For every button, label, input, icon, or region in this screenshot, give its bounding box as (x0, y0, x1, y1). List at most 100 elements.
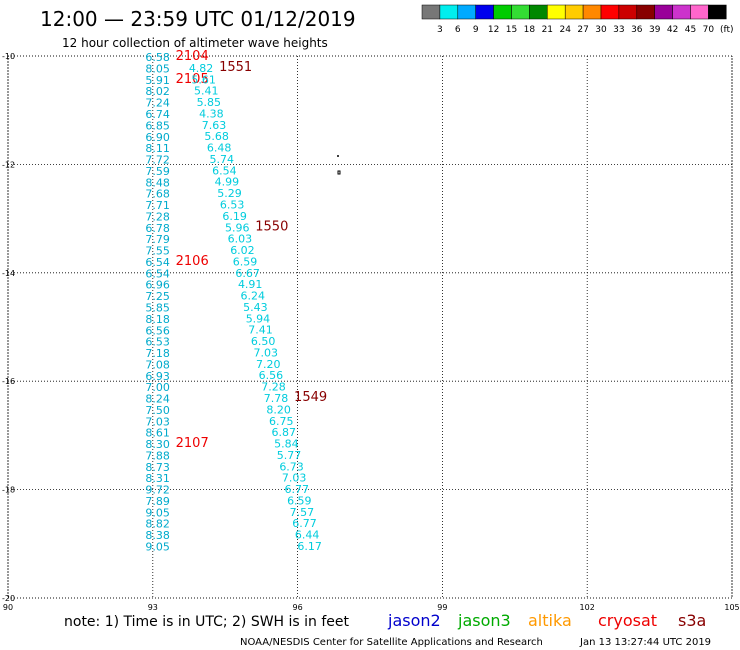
lon-tick-label: 105 (724, 603, 739, 612)
wave-height-label: 5.84 (274, 438, 299, 451)
wave-height-label: 6.03 (228, 233, 253, 246)
wave-height-label: 6.87 (272, 426, 297, 439)
lon-tick-label: 90 (3, 603, 13, 612)
legend-unit: (ft) (720, 25, 734, 35)
wave-height-label: 8.18 (145, 313, 170, 326)
wave-height-label: 6.17 (297, 540, 322, 553)
legend-swatch (654, 4, 673, 20)
wave-height-label: 5.85 (145, 301, 170, 314)
wave-height-label: 6.53 (220, 199, 245, 212)
wave-height-label: 6.54 (145, 256, 170, 269)
altimeter-tracks: 6.588.055.918.027.246.746.856.908.117.72… (145, 49, 327, 553)
wave-height-label: 7.28 (261, 381, 286, 394)
legend-swatch (672, 4, 691, 20)
legend-label: 42 (667, 25, 678, 35)
wave-height-label: 7.57 (290, 506, 315, 519)
legend-swatch (708, 4, 727, 20)
wave-height-label: 8.82 (145, 518, 170, 531)
legend-swatch (439, 4, 459, 20)
wave-height-label: 6.78 (145, 222, 170, 235)
footer-timestamp: Jan 13 13:27:44 UTC 2019 (579, 637, 711, 648)
wave-height-label: 6.75 (269, 415, 294, 428)
legend-swatch (529, 4, 548, 20)
wave-height-label: 5.43 (243, 301, 268, 314)
legend-label: 30 (595, 25, 607, 35)
wave-height-label: 7.79 (145, 233, 170, 246)
map-grid (7, 55, 733, 599)
wave-height-label: 8.73 (145, 461, 170, 474)
pass-time-label: 1550 (255, 219, 288, 234)
legend-label: 12 (488, 25, 499, 35)
lat-tick-label: -20 (2, 594, 15, 603)
pass-time-label: 2105 (176, 72, 209, 87)
wave-height-label: 8.31 (145, 472, 170, 485)
wave-height-label: 7.89 (145, 495, 170, 508)
wave-height-label: 7.03 (253, 346, 278, 359)
wave-height-label: 8.20 (266, 403, 291, 416)
wave-height-label: 6.77 (292, 517, 317, 530)
legend-swatch (493, 4, 512, 20)
wave-height-label: 8.38 (145, 529, 170, 542)
wave-height-label: 7.25 (145, 290, 170, 303)
legend-label: 24 (559, 25, 571, 35)
wave-height-label: 6.48 (207, 142, 232, 155)
wave-height-label: 7.68 (145, 188, 170, 201)
legend-label: 27 (577, 25, 588, 35)
wave-height-label: 6.73 (279, 460, 304, 473)
legend-label: 18 (524, 25, 536, 35)
wave-height-label: 6.56 (145, 324, 170, 337)
wave-height-label: 5.94 (246, 312, 271, 325)
pass-time-label: 2106 (176, 254, 209, 269)
wave-height-label: 6.74 (145, 108, 170, 121)
lat-tick-label: -12 (2, 160, 15, 169)
color-legend-labels: 3 6 9 12 15 18 21 24 27 30 33 36 39 42 45 70 (437, 25, 714, 35)
legend-swatch (600, 4, 620, 20)
wave-height-label: 6.59 (287, 494, 312, 507)
wave-height-label: 4.82 (189, 62, 214, 75)
wave-height-label: 7.18 (145, 347, 170, 360)
wave-height-label: 7.41 (248, 324, 273, 337)
satellite-name: s3a (678, 611, 706, 630)
wave-height-label: 7.03 (145, 415, 170, 428)
wave-height-label: 6.53 (145, 336, 170, 349)
legend-label: 9 (473, 25, 479, 35)
wave-height-label: 5.96 (225, 221, 250, 234)
wave-height-label: 6.90 (145, 131, 170, 144)
satellite-name: jason2 (387, 611, 441, 630)
wave-height-label: 8.05 (145, 62, 170, 75)
wave-height-label: 5.68 (204, 130, 229, 143)
wave-height-label: 6.56 (259, 369, 284, 382)
legend-swatch (511, 4, 530, 20)
wave-height-label: 5.74 (210, 153, 235, 166)
wave-height-label: 7.55 (145, 245, 170, 258)
wave-height-label: 6.59 (233, 255, 258, 268)
wave-height-label: 7.03 (282, 472, 307, 485)
legend-swatch (564, 4, 584, 20)
page-subtitle: 12 hour collection of altimeter wave hei… (62, 36, 328, 50)
legend-label: 45 (685, 25, 696, 35)
wave-height-label: 4.91 (238, 278, 263, 291)
land-speck-dot (337, 155, 339, 157)
wave-height-label: 8.48 (145, 176, 170, 189)
wave-height-label: 7.78 (264, 392, 289, 405)
legend-label: 33 (613, 25, 624, 35)
pass-time-label: 2104 (176, 49, 209, 64)
lat-tick-label: -16 (2, 377, 15, 386)
legend-label: 6 (455, 25, 461, 35)
legend-label: 15 (506, 25, 517, 35)
wave-height-label: 6.44 (295, 529, 320, 542)
wave-height-label: 5.29 (217, 187, 242, 200)
color-legend (421, 4, 727, 20)
wave-height-label: 9.72 (145, 484, 170, 497)
land-speck (337, 155, 341, 175)
wave-height-label: 5.77 (277, 449, 302, 462)
wave-height-label: 5.61 (191, 73, 216, 86)
wave-height-label: 7.50 (145, 404, 170, 417)
wave-height-label: 7.20 (256, 358, 281, 371)
legend-label: 39 (649, 25, 661, 35)
lat-tick-label: -18 (2, 486, 15, 495)
legend-swatch (636, 4, 655, 20)
legend-swatch (690, 4, 709, 20)
wave-height-label: 5.91 (145, 74, 170, 87)
